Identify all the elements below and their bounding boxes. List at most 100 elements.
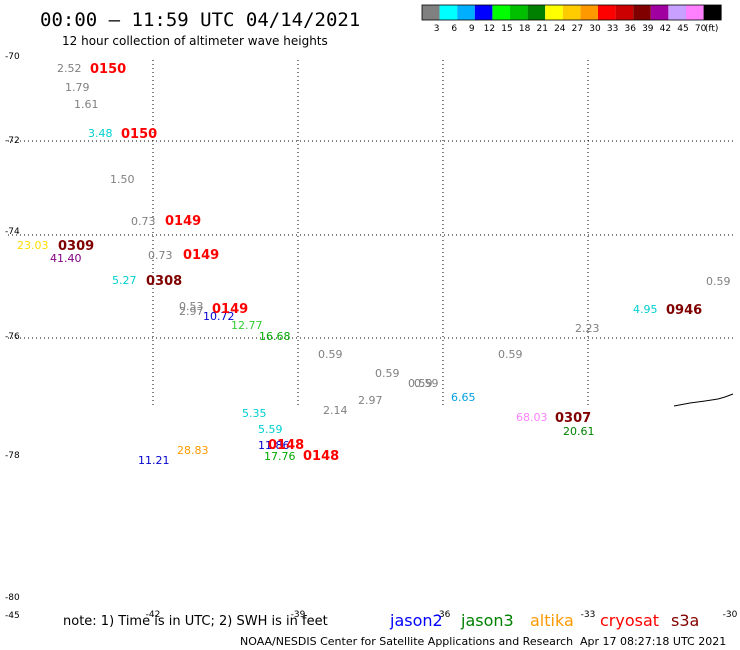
colorbar-swatch	[598, 5, 616, 20]
wave-height-label: 20.61	[563, 425, 595, 438]
chart-subtitle: 12 hour collection of altimeter wave hei…	[62, 34, 328, 48]
colorbar-label: 12	[484, 24, 495, 34]
wave-height-label: 16.68	[259, 330, 291, 343]
colorbar-label: 70	[695, 24, 707, 34]
satellite-name-s3a: s3a	[671, 611, 699, 630]
colorbar-swatch	[562, 5, 581, 20]
pass-time-label: 0307	[555, 411, 591, 426]
footer-note: note: 1) Time is in UTC; 2) SWH is in fe…	[63, 614, 328, 629]
x-tick-label: -36	[436, 610, 451, 620]
footer-timestamp: Apr 17 08:27:18 UTC 2021	[580, 635, 726, 648]
pass-time-label: 0149	[212, 302, 248, 317]
wave-height-label: 0.73	[131, 215, 156, 228]
colorbar-label: 42	[660, 24, 671, 34]
wave-height-label: 11.21	[138, 454, 170, 467]
wave-height-label: 0.53	[179, 300, 204, 313]
pass-time-label: 0148	[303, 449, 339, 464]
y-tick-label: -76	[5, 332, 20, 342]
colorbar-label: 39	[642, 24, 654, 34]
y-tick-label: -72	[5, 136, 20, 146]
colorbar-swatch	[422, 5, 440, 20]
wave-height-label: 6.65	[451, 391, 476, 404]
colorbar-swatch	[510, 5, 528, 20]
wave-height-label: 2.97	[179, 305, 204, 318]
y-tick-label: -74	[5, 227, 20, 237]
wave-height-label: 41.40	[50, 252, 82, 265]
colorbar-swatch	[615, 5, 634, 20]
colorbar-label: (ft)	[705, 24, 719, 34]
wave-height-label: 1.50	[110, 173, 135, 186]
y-tick-label: -80	[5, 593, 20, 603]
wave-height-label: 10.72	[203, 310, 235, 323]
satellite-name-altika: altika	[530, 611, 574, 630]
wave-height-label: 1.79	[65, 81, 90, 94]
wave-height-label: 2.23	[575, 322, 600, 335]
pass-time-label: 0149	[183, 248, 219, 263]
x-axis-ticks: -45 -42 -39 -36 -33 -30	[5, 610, 738, 621]
pass-time-label: 0149	[165, 214, 201, 229]
colorbar-label: 45	[677, 24, 688, 34]
colorbar-label: 27	[572, 24, 583, 34]
wave-height-label: 0.59	[318, 348, 343, 361]
wave-height-label: 0.59	[414, 377, 439, 390]
colorbar-label: 3	[434, 24, 440, 34]
colorbar-label: 24	[554, 24, 566, 34]
wave-height-label: 2.52	[57, 62, 82, 75]
wave-height-label: 17.76	[264, 450, 296, 463]
colorbar-swatch	[650, 5, 669, 20]
satellite-name-jason3: jason3	[460, 611, 514, 630]
colorbar-swatch	[703, 5, 722, 20]
pass-time-labels: 0150015001490309014903080149014801480307…	[58, 62, 702, 464]
colorbar-label: 21	[536, 24, 547, 34]
x-tick-label: -39	[291, 610, 306, 620]
colorbar-label: 33	[607, 24, 618, 34]
y-tick-label: -70	[5, 52, 20, 62]
wave-height-label: 5.27	[112, 274, 137, 287]
colorbar-swatch	[545, 5, 563, 20]
pass-time-label: 0309	[58, 239, 94, 254]
colorbar-swatch	[492, 5, 510, 20]
x-tick-label: -42	[146, 610, 161, 620]
x-tick-label: -33	[581, 610, 596, 620]
wave-height-label: 2.14	[323, 404, 348, 417]
wave-height-label: 23.03	[17, 239, 49, 252]
colorbar-swatch	[580, 5, 598, 20]
wave-height-label: 1.61	[74, 98, 99, 111]
colorbar-label: 9	[469, 24, 475, 34]
colorbar-label: 18	[519, 24, 531, 34]
wave-height-label: 11.86	[258, 439, 290, 452]
colorbar-frame	[421, 4, 722, 21]
colorbar-swatch	[457, 5, 475, 20]
colorbar-label: 30	[589, 24, 601, 34]
coastline-segment	[673, 393, 734, 407]
colorbar-label: 36	[624, 24, 636, 34]
wave-height-label: 4.95	[633, 303, 658, 316]
y-axis-ticks: -70 -72 -74 -76 -78 -80	[5, 52, 20, 603]
pass-time-label: 0148	[268, 438, 304, 453]
colorbar-swatch	[527, 5, 546, 20]
pass-time-label: 0946	[666, 303, 702, 318]
wave-height-label: 3.48	[88, 127, 113, 140]
x-tick-label: -45	[5, 611, 20, 621]
y-tick-label: -78	[5, 451, 20, 461]
wave-height-label: 0.59	[408, 377, 433, 390]
wave-height-label: 5.59	[258, 423, 283, 436]
colorbar-swatch	[474, 5, 493, 20]
satellite-name-cryosat: cryosat	[600, 611, 659, 630]
pass-time-label: 0150	[121, 127, 157, 142]
wave-height-label: 0.73	[148, 249, 173, 262]
colorbar-legend: 3 6 9 12 15 18 21 24 27 30 33 36 39 42 45 70(ft)	[421, 4, 722, 34]
colorbar-swatch	[668, 5, 686, 20]
colorbar-swatch	[633, 5, 651, 20]
grid-lines	[8, 60, 735, 406]
colorbar-swatch	[686, 5, 704, 20]
chart-title: 00:00 – 11:59 UTC 04/14/2021	[40, 9, 360, 31]
pass-time-label: 0308	[146, 274, 182, 289]
wave-height-label: 68.03	[516, 411, 548, 424]
satellite-legend: jason2 jason3 altika cryosat s3a	[389, 611, 699, 630]
wave-height-label: 5.35	[242, 407, 267, 420]
colorbar-swatch	[439, 5, 458, 20]
wave-height-label: 28.83	[177, 444, 209, 457]
colorbar-label: 15	[501, 24, 512, 34]
pass-time-label: 0150	[90, 62, 126, 77]
